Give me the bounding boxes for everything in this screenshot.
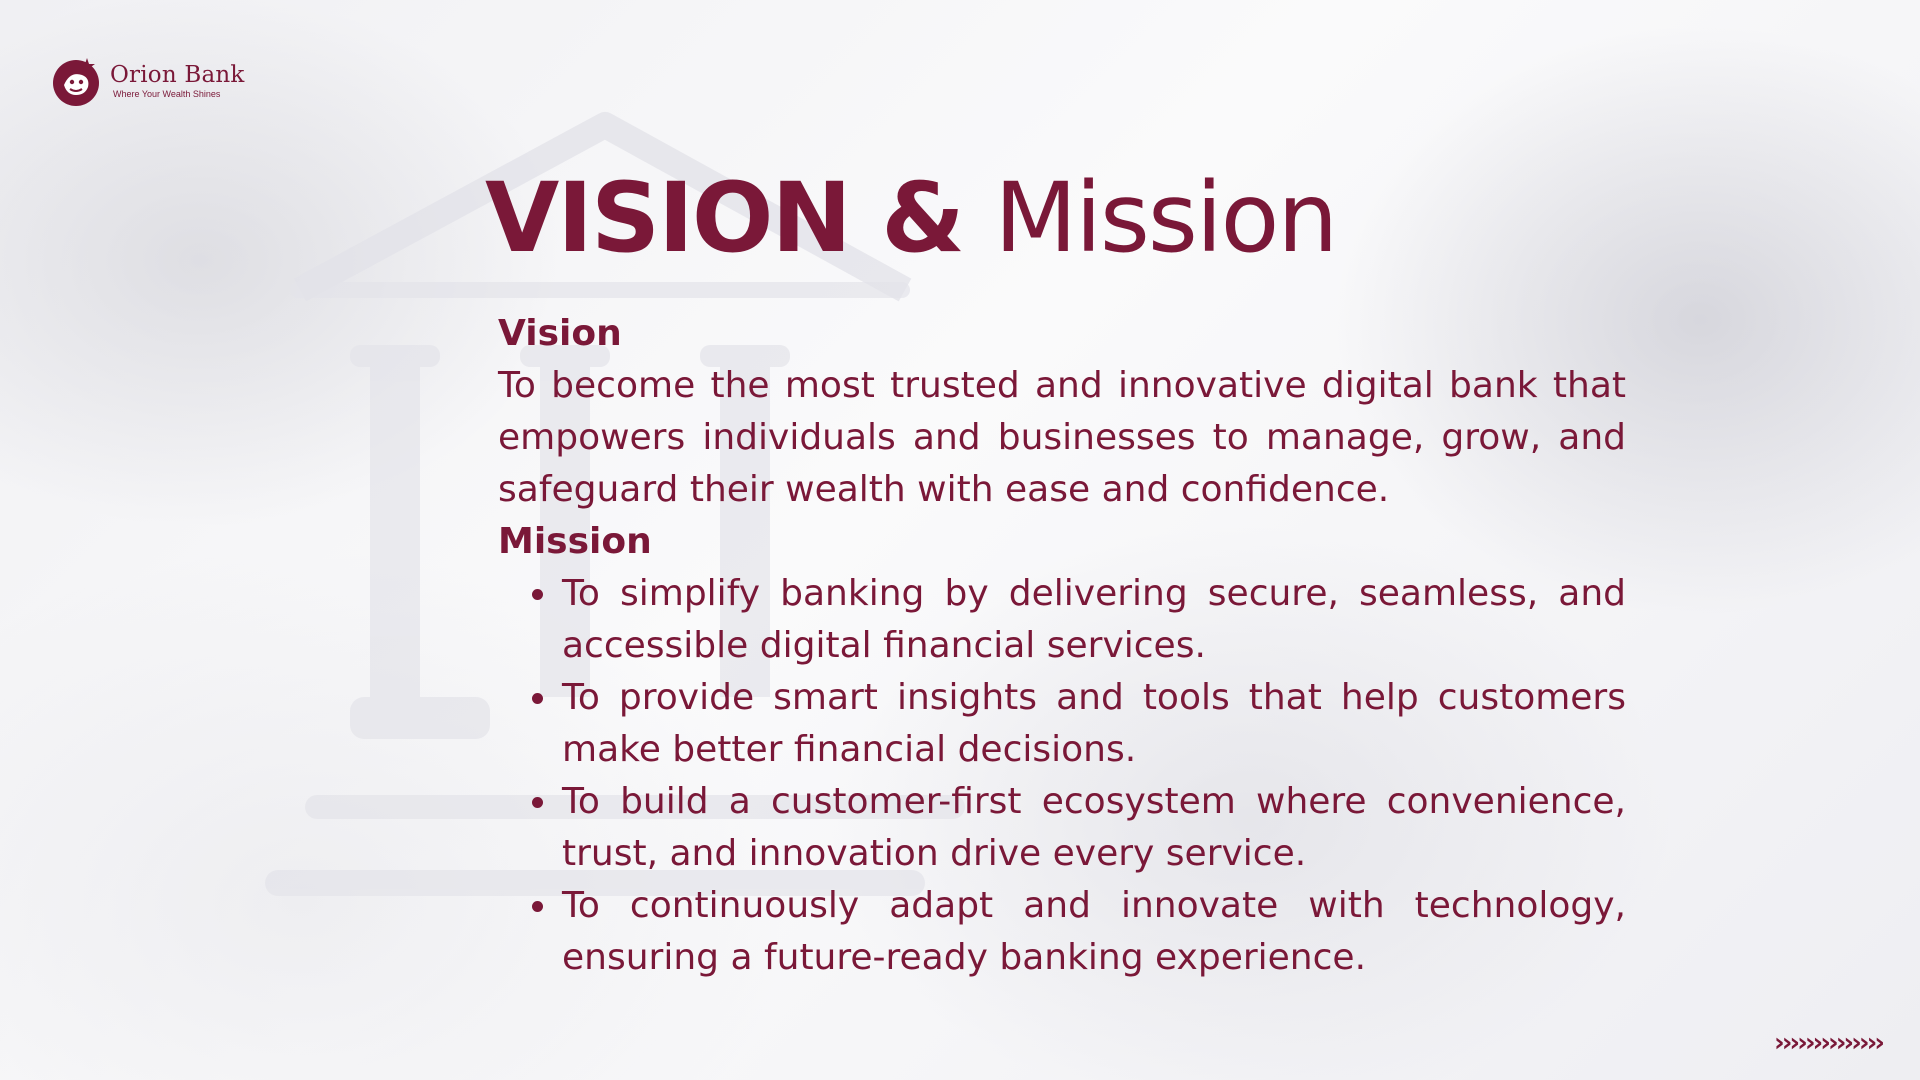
content-section: Vision To become the most trusted and in… — [498, 308, 1626, 984]
bullet-icon — [532, 797, 543, 808]
mission-item-text: To provide smart insights and tools that… — [562, 677, 1626, 770]
page-title-bold: VISION & — [485, 162, 965, 274]
mission-heading: Mission — [498, 521, 652, 562]
bullet-icon — [532, 901, 543, 912]
mission-list-item: To simplify banking by delivering secure… — [532, 568, 1626, 672]
mission-list: To simplify banking by delivering secure… — [498, 568, 1626, 984]
vision-heading: Vision — [498, 313, 622, 354]
bullet-icon — [532, 693, 543, 704]
vision-text: To become the most trusted and innovativ… — [498, 365, 1626, 510]
mission-item-text: To build a customer-first ecosystem wher… — [562, 781, 1626, 874]
mission-list-item: To provide smart insights and tools that… — [532, 672, 1626, 776]
mission-item-text: To continuously adapt and innovate with … — [562, 885, 1626, 978]
page-title-light: Mission — [994, 162, 1338, 274]
mission-item-text: To simplify banking by delivering secure… — [562, 573, 1626, 666]
brand-logo: Orion Bank Where Your Wealth Shines — [50, 55, 245, 107]
mission-list-item: To continuously adapt and innovate with … — [532, 880, 1626, 984]
brand-name: Orion Bank — [110, 62, 245, 89]
chevron-right-icon: ›››››››››››››› — [1773, 1028, 1885, 1058]
mission-list-item: To build a customer-first ecosystem wher… — [532, 776, 1626, 880]
brand-tagline: Where Your Wealth Shines — [113, 88, 221, 99]
orion-logo-icon — [53, 58, 99, 106]
page-title: VISION & Mission — [485, 170, 1338, 266]
bullet-icon — [532, 589, 543, 600]
